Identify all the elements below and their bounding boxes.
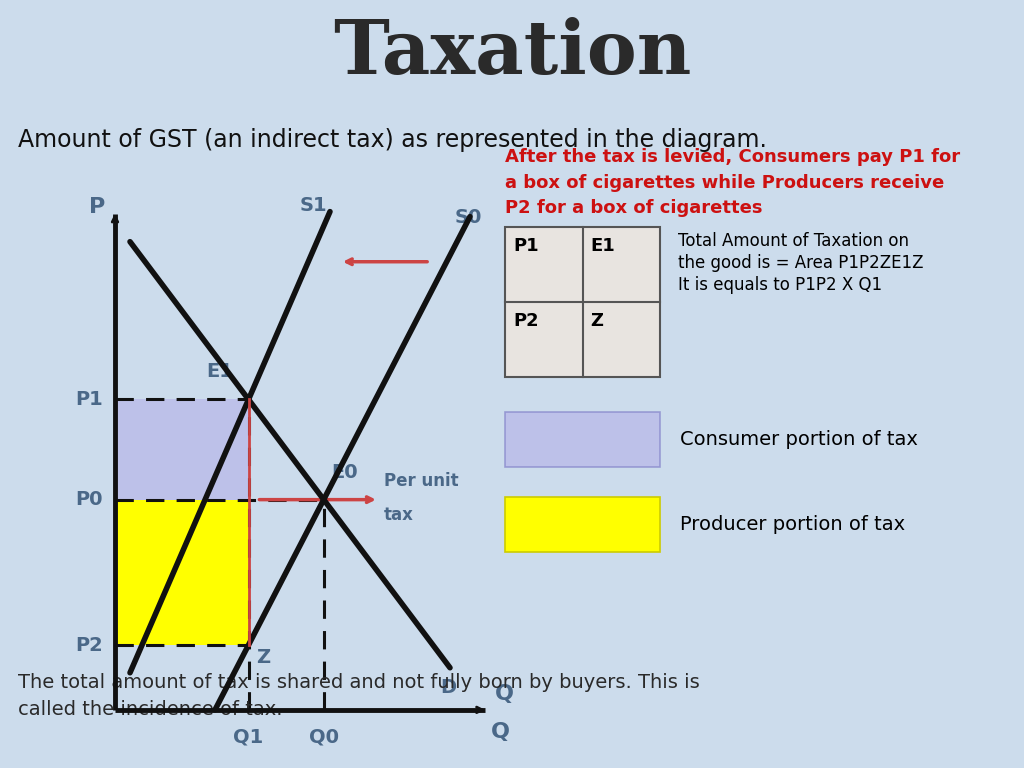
Text: D: D xyxy=(440,678,456,697)
Text: a box of cigarettes while Producers receive: a box of cigarettes while Producers rece… xyxy=(505,174,944,191)
Text: E1: E1 xyxy=(207,362,233,382)
Text: Consumer portion of tax: Consumer portion of tax xyxy=(680,430,918,449)
Text: the good is = Area P1P2ZE1Z: the good is = Area P1P2ZE1Z xyxy=(678,253,924,272)
Text: E1: E1 xyxy=(591,237,615,255)
Bar xyxy=(115,500,249,645)
Text: Q: Q xyxy=(490,722,510,742)
Bar xyxy=(115,399,249,500)
Text: Producer portion of tax: Producer portion of tax xyxy=(680,515,905,535)
Text: P1: P1 xyxy=(75,390,103,409)
Text: It is equals to P1P2 X Q1: It is equals to P1P2 X Q1 xyxy=(678,276,882,294)
Bar xyxy=(505,227,660,377)
Text: E0: E0 xyxy=(332,462,358,482)
Text: Per unit: Per unit xyxy=(384,472,459,490)
Text: Taxation: Taxation xyxy=(333,17,691,90)
Text: Z: Z xyxy=(591,312,603,330)
Text: P0: P0 xyxy=(76,490,103,509)
Text: tax: tax xyxy=(384,505,414,524)
Bar xyxy=(505,412,660,467)
Text: S0: S0 xyxy=(455,207,482,227)
Text: P2: P2 xyxy=(513,312,539,330)
Text: called the incidence of tax.: called the incidence of tax. xyxy=(18,700,283,719)
Text: P: P xyxy=(89,197,105,217)
Text: Q1: Q1 xyxy=(233,728,263,747)
Bar xyxy=(505,498,660,552)
Text: Amount of GST (an indirect tax) as represented in the diagram.: Amount of GST (an indirect tax) as repre… xyxy=(18,128,767,152)
Text: P2 for a box of cigarettes: P2 for a box of cigarettes xyxy=(505,199,763,217)
Text: Q: Q xyxy=(495,684,514,703)
Text: The total amount of tax is shared and not fully born by buyers. This is: The total amount of tax is shared and no… xyxy=(18,673,699,692)
Text: After the tax is levied, Consumers pay P1 for: After the tax is levied, Consumers pay P… xyxy=(505,148,961,167)
Text: P1: P1 xyxy=(513,237,539,255)
Text: Q0: Q0 xyxy=(308,728,339,747)
Text: P2: P2 xyxy=(75,636,103,654)
Text: Total Amount of Taxation on: Total Amount of Taxation on xyxy=(678,232,909,250)
Text: S1: S1 xyxy=(300,196,328,214)
Text: Z: Z xyxy=(257,648,270,667)
